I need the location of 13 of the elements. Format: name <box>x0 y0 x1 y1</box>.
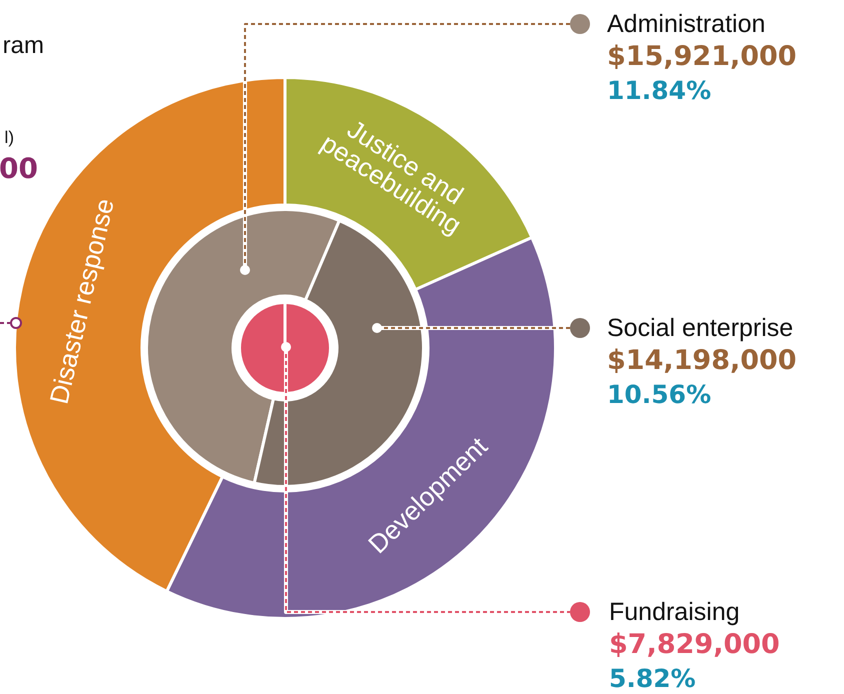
text: l) <box>4 128 14 148</box>
slice-label: Disaster response <box>44 196 120 407</box>
text: 00 <box>0 152 38 186</box>
text: 10.56% <box>607 379 712 411</box>
text: 11.84% <box>607 75 712 107</box>
legend-label: Fundraising <box>609 597 741 628</box>
text: 5.82% <box>609 663 697 694</box>
text: ram <box>2 32 44 61</box>
data-label: $7,829,000 <box>609 628 780 662</box>
legend-label: Administration <box>607 9 766 40</box>
legend-label: Social enterprise <box>607 313 794 344</box>
data-label: $14,198,000 <box>607 344 797 378</box>
data-label: $15,921,000 <box>607 40 797 74</box>
